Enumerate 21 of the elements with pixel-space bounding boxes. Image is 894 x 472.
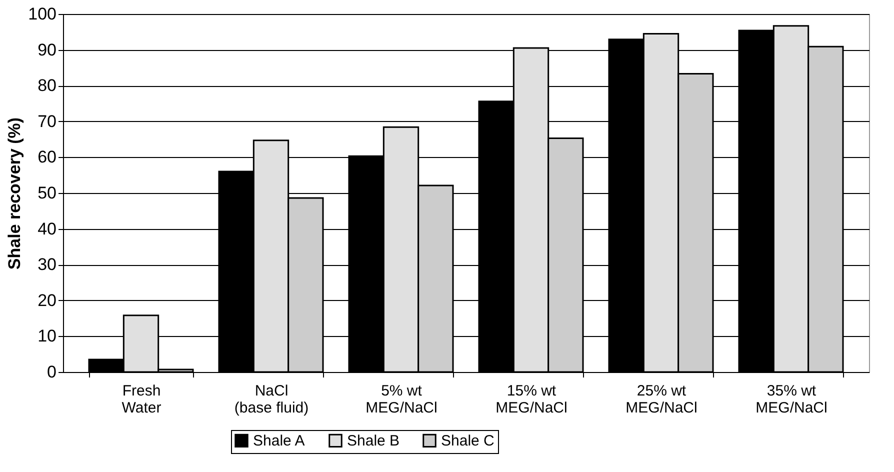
legend-label: Shale C	[441, 432, 495, 450]
y-tick-label: 60	[38, 148, 56, 167]
y-tick-label: 50	[38, 184, 56, 202]
y-tick-label: 80	[38, 76, 56, 96]
y-tick-label: 100	[28, 4, 56, 24]
y-tick-label: 90	[38, 40, 56, 60]
x-tick-label: 5% wt MEG/NaCl	[366, 382, 438, 416]
y-tick-label: 10	[38, 326, 56, 346]
y-axis-title: Shale recovery (%)	[5, 117, 24, 270]
x-tick-label: 35% wt MEG/NaCl	[756, 382, 828, 416]
x-tick-label: NaCl (base fluid)	[234, 382, 309, 416]
legend-label: Shale B	[347, 432, 400, 450]
x-tick-label: 25% wt MEG/NaCl	[626, 382, 698, 416]
x-tick-label: Fresh Water	[122, 382, 162, 416]
y-tick-label: 70	[38, 112, 56, 131]
legend-label: Shale A	[253, 432, 305, 450]
y-tick-label: 20	[38, 290, 56, 310]
y-tick-label: 0	[47, 362, 56, 382]
y-tick-label: 40	[38, 219, 56, 238]
y-tick-label: 30	[38, 255, 56, 274]
x-tick-label: 15% wt MEG/NaCl	[496, 382, 568, 416]
